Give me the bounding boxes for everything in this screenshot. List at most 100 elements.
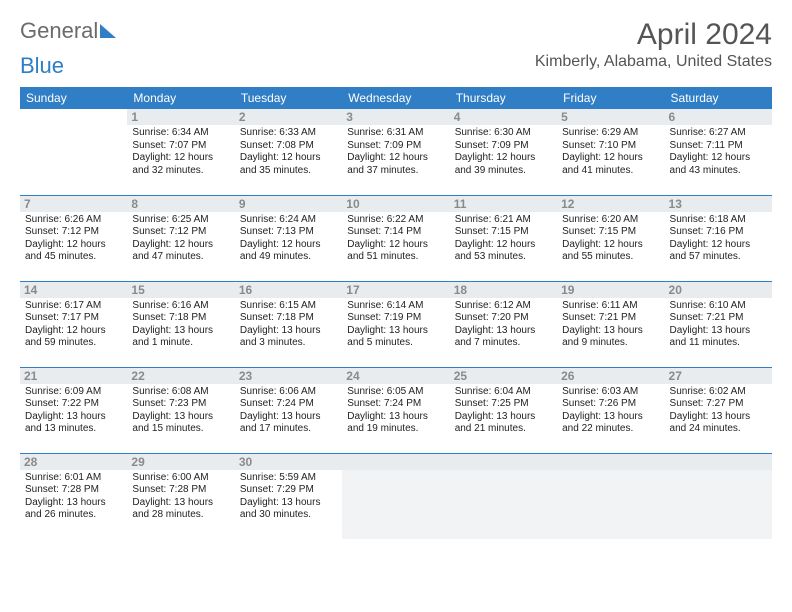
daylight-label: and 9 minutes.	[562, 337, 659, 350]
sunrise-label: Sunrise: 6:01 AM	[25, 472, 122, 485]
day-details: Sunrise: 6:25 AMSunset: 7:12 PMDaylight:…	[132, 214, 229, 264]
sunset-label: Sunset: 7:18 PM	[240, 312, 337, 325]
logo-text-general: General	[20, 18, 98, 44]
day-details: Sunrise: 6:10 AMSunset: 7:21 PMDaylight:…	[670, 300, 767, 350]
daylight-label: Daylight: 13 hours	[132, 411, 229, 424]
sunrise-label: Sunrise: 6:18 AM	[670, 214, 767, 227]
day-number: 16	[235, 282, 342, 298]
sunset-label: Sunset: 7:21 PM	[562, 312, 659, 325]
sunset-label: Sunset: 7:09 PM	[455, 140, 552, 153]
logo: General	[20, 18, 116, 44]
daylight-label: and 32 minutes.	[132, 165, 229, 178]
sunset-label: Sunset: 7:29 PM	[240, 484, 337, 497]
daylight-label: and 19 minutes.	[347, 423, 444, 436]
daylight-label: Daylight: 13 hours	[562, 411, 659, 424]
daylight-label: Daylight: 12 hours	[347, 152, 444, 165]
weekday-header: Monday	[127, 87, 234, 109]
day-details: Sunrise: 6:04 AMSunset: 7:25 PMDaylight:…	[455, 386, 552, 436]
sunset-label: Sunset: 7:18 PM	[132, 312, 229, 325]
day-details: Sunrise: 6:31 AMSunset: 7:09 PMDaylight:…	[347, 127, 444, 177]
calendar-cell: 19Sunrise: 6:11 AMSunset: 7:21 PMDayligh…	[557, 281, 664, 367]
page: General April 2024 Kimberly, Alabama, Un…	[0, 0, 792, 557]
daylight-label: and 59 minutes.	[25, 337, 122, 350]
sunset-label: Sunset: 7:07 PM	[132, 140, 229, 153]
daylight-label: and 47 minutes.	[132, 251, 229, 264]
daylight-label: Daylight: 13 hours	[240, 411, 337, 424]
sunrise-label: Sunrise: 6:26 AM	[25, 214, 122, 227]
sunset-label: Sunset: 7:17 PM	[25, 312, 122, 325]
weekday-header: Thursday	[450, 87, 557, 109]
day-number: 13	[665, 196, 772, 212]
sunrise-label: Sunrise: 6:21 AM	[455, 214, 552, 227]
daylight-label: Daylight: 13 hours	[25, 411, 122, 424]
calendar-cell: 11Sunrise: 6:21 AMSunset: 7:15 PMDayligh…	[450, 195, 557, 281]
day-details: Sunrise: 6:02 AMSunset: 7:27 PMDaylight:…	[670, 386, 767, 436]
calendar-cell: 22Sunrise: 6:08 AMSunset: 7:23 PMDayligh…	[127, 367, 234, 453]
calendar-cell: 15Sunrise: 6:16 AMSunset: 7:18 PMDayligh…	[127, 281, 234, 367]
sunrise-label: Sunrise: 6:00 AM	[132, 472, 229, 485]
logo-text-blue: Blue	[20, 53, 64, 79]
calendar-week-row: 28Sunrise: 6:01 AMSunset: 7:28 PMDayligh…	[20, 453, 772, 539]
empty-day-bar	[342, 454, 449, 470]
calendar-week-row: 21Sunrise: 6:09 AMSunset: 7:22 PMDayligh…	[20, 367, 772, 453]
daylight-label: Daylight: 12 hours	[347, 239, 444, 252]
sunset-label: Sunset: 7:10 PM	[562, 140, 659, 153]
daylight-label: and 37 minutes.	[347, 165, 444, 178]
calendar-cell: 7Sunrise: 6:26 AMSunset: 7:12 PMDaylight…	[20, 195, 127, 281]
sunrise-label: Sunrise: 6:09 AM	[25, 386, 122, 399]
daylight-label: Daylight: 13 hours	[670, 325, 767, 338]
day-number: 25	[450, 368, 557, 384]
day-number: 5	[557, 109, 664, 125]
day-details: Sunrise: 5:59 AMSunset: 7:29 PMDaylight:…	[240, 472, 337, 522]
day-details: Sunrise: 6:20 AMSunset: 7:15 PMDaylight:…	[562, 214, 659, 264]
day-number: 20	[665, 282, 772, 298]
sunrise-label: Sunrise: 6:12 AM	[455, 300, 552, 313]
day-details: Sunrise: 6:06 AMSunset: 7:24 PMDaylight:…	[240, 386, 337, 436]
daylight-label: Daylight: 13 hours	[455, 411, 552, 424]
day-number: 17	[342, 282, 449, 298]
sunrise-label: Sunrise: 6:29 AM	[562, 127, 659, 140]
daylight-label: and 26 minutes.	[25, 509, 122, 522]
sunset-label: Sunset: 7:28 PM	[25, 484, 122, 497]
daylight-label: Daylight: 12 hours	[670, 239, 767, 252]
sunset-label: Sunset: 7:12 PM	[132, 226, 229, 239]
daylight-label: and 51 minutes.	[347, 251, 444, 264]
day-details: Sunrise: 6:29 AMSunset: 7:10 PMDaylight:…	[562, 127, 659, 177]
daylight-label: and 39 minutes.	[455, 165, 552, 178]
day-number: 2	[235, 109, 342, 125]
daylight-label: Daylight: 12 hours	[562, 239, 659, 252]
calendar-week-row: 7Sunrise: 6:26 AMSunset: 7:12 PMDaylight…	[20, 195, 772, 281]
sunrise-label: Sunrise: 6:05 AM	[347, 386, 444, 399]
daylight-label: and 5 minutes.	[347, 337, 444, 350]
sunrise-label: Sunrise: 6:04 AM	[455, 386, 552, 399]
daylight-label: and 15 minutes.	[132, 423, 229, 436]
day-details: Sunrise: 6:12 AMSunset: 7:20 PMDaylight:…	[455, 300, 552, 350]
day-details: Sunrise: 6:24 AMSunset: 7:13 PMDaylight:…	[240, 214, 337, 264]
sunrise-label: Sunrise: 6:24 AM	[240, 214, 337, 227]
title-block: April 2024 Kimberly, Alabama, United Sta…	[535, 18, 772, 71]
day-number: 30	[235, 454, 342, 470]
daylight-label: Daylight: 12 hours	[670, 152, 767, 165]
day-number: 27	[665, 368, 772, 384]
calendar-cell: 29Sunrise: 6:00 AMSunset: 7:28 PMDayligh…	[127, 453, 234, 539]
calendar-cell: 18Sunrise: 6:12 AMSunset: 7:20 PMDayligh…	[450, 281, 557, 367]
calendar-cell	[557, 453, 664, 539]
daylight-label: and 22 minutes.	[562, 423, 659, 436]
sunset-label: Sunset: 7:25 PM	[455, 398, 552, 411]
day-details: Sunrise: 6:09 AMSunset: 7:22 PMDaylight:…	[25, 386, 122, 436]
day-details: Sunrise: 6:17 AMSunset: 7:17 PMDaylight:…	[25, 300, 122, 350]
daylight-label: and 3 minutes.	[240, 337, 337, 350]
day-details: Sunrise: 6:08 AMSunset: 7:23 PMDaylight:…	[132, 386, 229, 436]
daylight-label: Daylight: 13 hours	[132, 497, 229, 510]
sunrise-label: Sunrise: 6:22 AM	[347, 214, 444, 227]
day-details: Sunrise: 6:21 AMSunset: 7:15 PMDaylight:…	[455, 214, 552, 264]
sunrise-label: Sunrise: 6:31 AM	[347, 127, 444, 140]
sunrise-label: Sunrise: 6:06 AM	[240, 386, 337, 399]
calendar-cell: 21Sunrise: 6:09 AMSunset: 7:22 PMDayligh…	[20, 367, 127, 453]
empty-day-bar	[557, 454, 664, 470]
day-details: Sunrise: 6:14 AMSunset: 7:19 PMDaylight:…	[347, 300, 444, 350]
sunset-label: Sunset: 7:11 PM	[670, 140, 767, 153]
calendar-cell	[20, 109, 127, 195]
weekday-header: Saturday	[665, 87, 772, 109]
day-details: Sunrise: 6:11 AMSunset: 7:21 PMDaylight:…	[562, 300, 659, 350]
